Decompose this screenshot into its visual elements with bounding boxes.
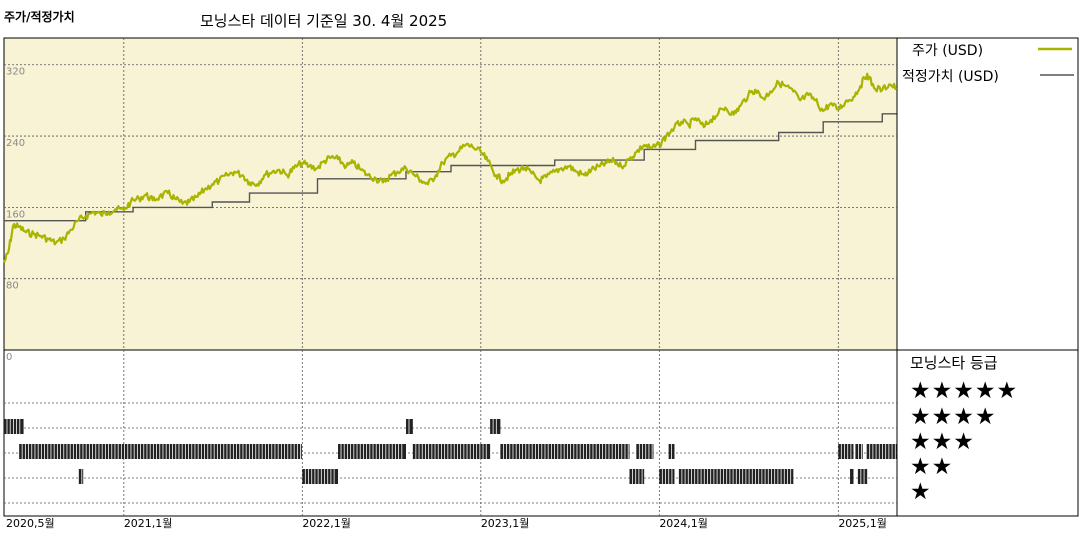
rating-row-5-stars: ★★★★★ [910,378,1019,404]
y-tick-label: 240 [6,138,25,149]
y-tick-label: 80 [6,281,19,292]
rating-bar-2-stars [302,469,339,484]
fair-value-series-line [4,113,897,222]
rating-bar-3-stars [838,444,854,459]
legend-fair-label: 적정가치 (USD) [902,69,999,85]
rating-bar-3-stars [412,444,491,459]
rating-bar-4-stars [490,419,501,434]
rating-bar-4-stars [405,419,413,434]
rating-row-4-stars: ★★★★ [910,404,997,430]
rating-bar-3-stars [855,444,863,459]
x-tick-label: 2020,5월 [6,517,55,530]
x-tick-label: 2025,1월 [838,517,887,530]
rating-row-2-stars: ★★ [910,454,954,480]
chart-title: 주가/적정가치 [4,10,75,24]
rating-bar-2-stars [78,469,84,484]
price-series-line [2,72,898,263]
rating-bar-2-stars [857,469,868,484]
rating-bar-3-stars [500,444,630,459]
price-panel-background [4,38,897,350]
y-tick-label: 0 [6,352,12,363]
rating-bar-2-stars [659,469,675,484]
rating-row-1-stars: ★ [910,479,932,505]
rating-bar-3-stars [19,444,302,459]
legend-price-label: 주가 (USD) [912,43,984,59]
y-tick-label: 320 [6,67,25,78]
x-tick-label: 2023,1월 [481,517,530,530]
rating-bar-2-stars [850,469,854,484]
rating-row-3-stars: ★★★ [910,429,975,455]
x-tick-label: 2022,1월 [302,517,351,530]
rating-title: 모닝스타 등급 [910,354,998,372]
chart-frame [3,37,1079,517]
x-tick-label: 2024,1월 [659,517,708,530]
rating-bar-2-stars [629,469,645,484]
x-tick-label: 2021,1월 [124,517,173,530]
rating-bar-3-stars [636,444,654,459]
y-tick-label: 160 [6,209,25,220]
chart-subtitle: 모닝스타 데이터 기준일 30. 4월 2025 [200,12,448,30]
